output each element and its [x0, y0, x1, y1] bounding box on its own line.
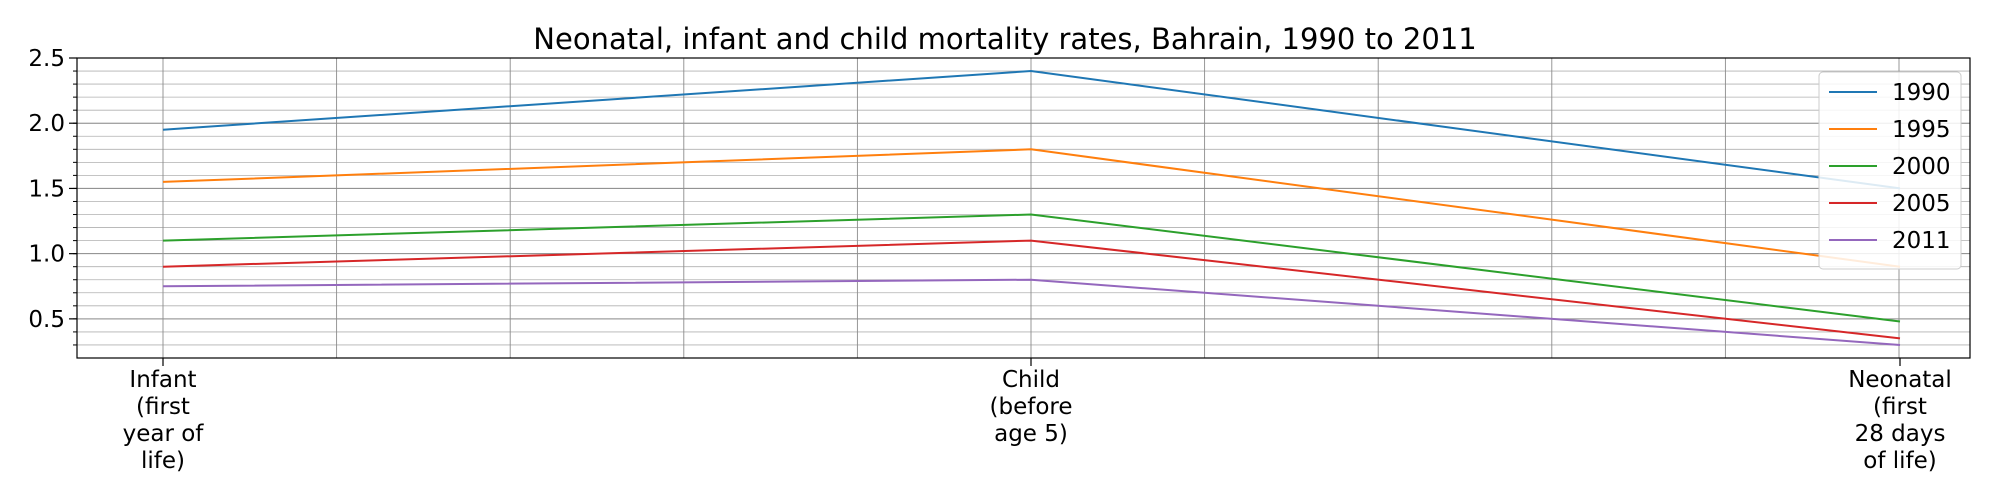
grid-lines: [77, 57, 1970, 358]
series-line-2000: [162, 213, 1901, 323]
legend-label: 1990: [1892, 80, 1951, 106]
series-line-2011: [162, 278, 1901, 346]
legend-label: 2000: [1892, 154, 1951, 180]
legend-box: [1818, 71, 1962, 270]
legend-label: 2011: [1892, 228, 1951, 254]
axis-ticks: 0.5 1.0 1.5 2.0 2.5 Infant (first year of life) C…: [28, 46, 1951, 474]
y-tick-label: 1.0: [28, 242, 65, 268]
series-lines: [162, 69, 1901, 346]
chart-title: Neonatal, infant and child mortality rat…: [533, 22, 1476, 56]
y-tick-label: 1.5: [28, 176, 65, 202]
x-tick-label: Infant (first year of life): [123, 367, 205, 474]
x-tick-label: Neonatal (first 28 days of life): [1848, 367, 1952, 474]
plot-frame: [76, 57, 1971, 359]
series-line-2005: [162, 239, 1901, 340]
y-tick-label: 2.5: [28, 46, 65, 72]
legend: 1990 1995 2000 2005 2011: [1818, 71, 1962, 270]
y-tick-label: 2.0: [28, 111, 65, 137]
legend-label: 2005: [1892, 191, 1951, 217]
x-tick-label: Child (before age 5): [990, 367, 1073, 447]
legend-label: 1995: [1892, 117, 1951, 143]
y-tick-label: 0.5: [28, 307, 65, 333]
series-line-1995: [162, 148, 1901, 268]
series-line-1990: [162, 69, 1901, 190]
